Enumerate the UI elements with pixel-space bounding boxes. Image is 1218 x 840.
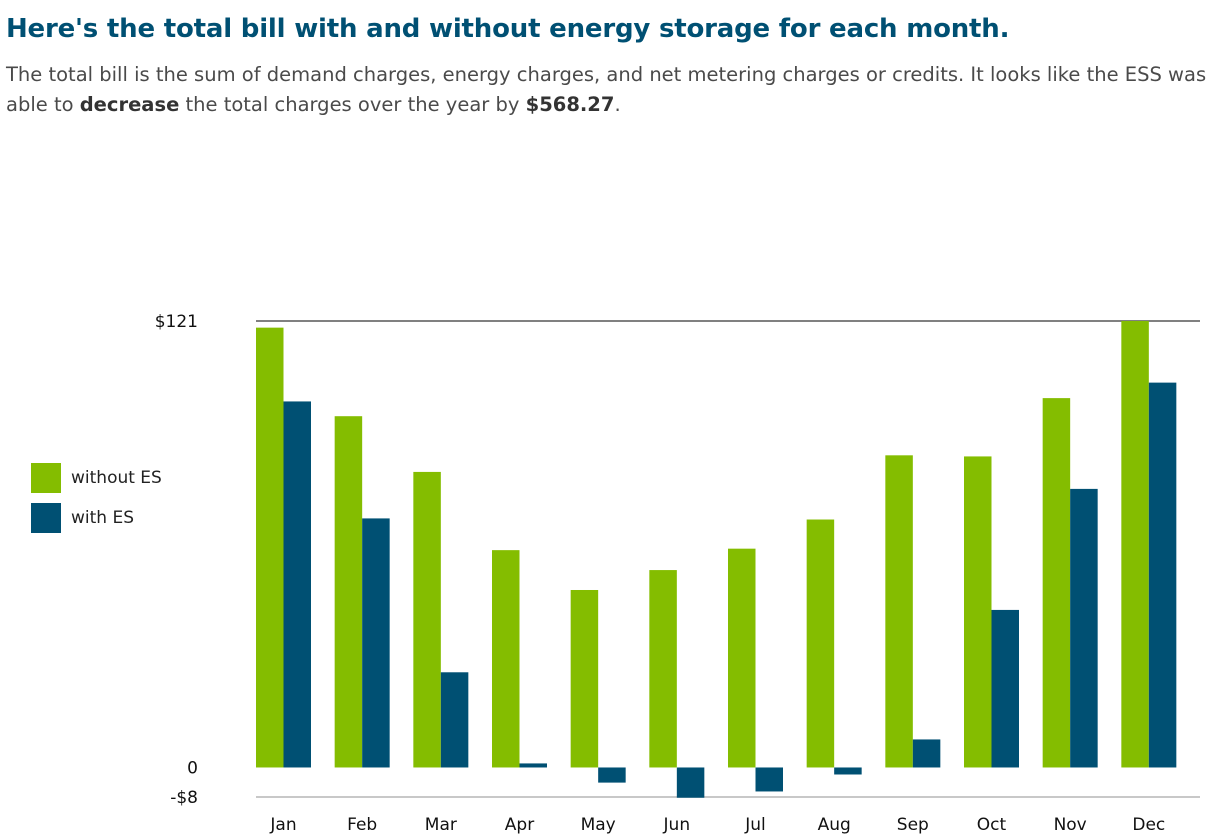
subtitle-emphasis-decrease: decrease (79, 93, 180, 116)
legend-label-without-es: without ES (71, 468, 162, 488)
y-tick-label: 0 (187, 758, 198, 778)
bar-with-es (283, 401, 311, 768)
chart-subtitle: The total bill is the sum of demand char… (6, 60, 1216, 120)
bar-with-es (598, 767, 626, 783)
y-tick-label: -$8 (170, 788, 198, 808)
legend-item-without-es[interactable]: without ES (31, 463, 162, 493)
bar-without-es (256, 327, 284, 768)
bar-without-es (1121, 321, 1149, 768)
bar-with-es (519, 763, 547, 768)
x-tick-label: Jul (744, 815, 766, 835)
x-tick-label: Jun (663, 815, 691, 835)
bar-with-es (362, 518, 390, 768)
legend-label-with-es: with ES (71, 508, 135, 528)
subtitle-text-end: . (614, 93, 621, 116)
chart-title: Here's the total bill with and without e… (6, 14, 1010, 44)
bar-without-es (492, 550, 520, 768)
bar-without-es (806, 519, 835, 768)
bar-without-es (334, 416, 363, 768)
x-tick-label: Oct (977, 815, 1007, 835)
x-tick-label: Apr (505, 815, 534, 835)
bar-without-es (964, 456, 992, 768)
bar-with-es (755, 767, 783, 792)
bar-without-es (1042, 398, 1071, 768)
legend-item-with-es[interactable]: with ES (31, 503, 162, 533)
legend-swatch-with-es (31, 503, 61, 533)
x-tick-label: Nov (1054, 815, 1087, 835)
x-tick-label: Dec (1132, 815, 1165, 835)
bar-without-es (649, 570, 677, 768)
bar-with-es (834, 767, 862, 775)
x-tick-label: Sep (897, 815, 929, 835)
bar-with-es (912, 739, 941, 768)
x-tick-label: May (581, 815, 616, 835)
legend-swatch-without-es (31, 463, 61, 493)
chart-legend: without ES with ES (31, 463, 162, 543)
subtitle-text-middle: the total charges over the year by (179, 93, 526, 116)
subtitle-emphasis-amount: $568.27 (525, 93, 615, 116)
subtitle-text-start: The total bill is the sum of demand char… (6, 63, 1207, 116)
bar-without-es (413, 471, 441, 768)
bar-with-es (676, 767, 705, 798)
bar-without-es (885, 455, 913, 768)
bar-with-es (1148, 382, 1177, 768)
x-tick-label: Jan (269, 815, 296, 835)
y-tick-label: $121 (155, 312, 198, 332)
x-tick-label: Aug (818, 815, 851, 835)
x-tick-label: Feb (347, 815, 377, 835)
bar-with-es (1070, 488, 1098, 768)
bar-with-es (991, 609, 1019, 768)
bar-with-es (440, 672, 469, 768)
bar-without-es (570, 589, 599, 768)
bar-without-es (728, 548, 756, 768)
x-tick-label: Mar (425, 815, 457, 835)
